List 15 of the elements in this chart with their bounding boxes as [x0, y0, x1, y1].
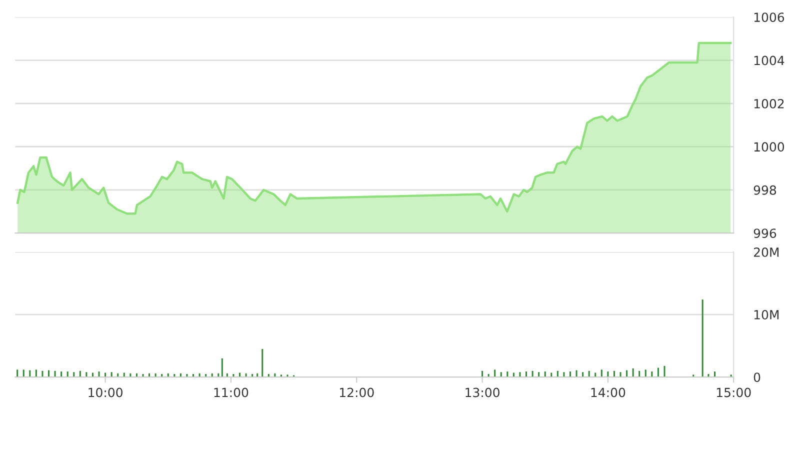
x-tick-label: 10:00: [88, 388, 122, 398]
y-tick-label: 996: [754, 228, 776, 238]
y-tick-label: 1002: [754, 98, 784, 108]
x-tick-label: 12:00: [340, 388, 374, 398]
x-tick-label: 15:00: [716, 388, 751, 398]
y-tick-label: 10M: [754, 310, 779, 320]
y-tick-label: 0: [754, 372, 760, 382]
y-tick-label: 20M: [754, 247, 779, 257]
x-tick-label: 13:00: [466, 388, 500, 398]
y-tick-label: 1004: [754, 56, 784, 66]
y-tick-label: 998: [754, 185, 776, 195]
y-tick-label: 1000: [754, 142, 784, 152]
x-tick-label: 14:00: [591, 388, 626, 398]
x-tick-label: 11:00: [214, 388, 248, 398]
y-tick-label: 1006: [754, 12, 784, 22]
